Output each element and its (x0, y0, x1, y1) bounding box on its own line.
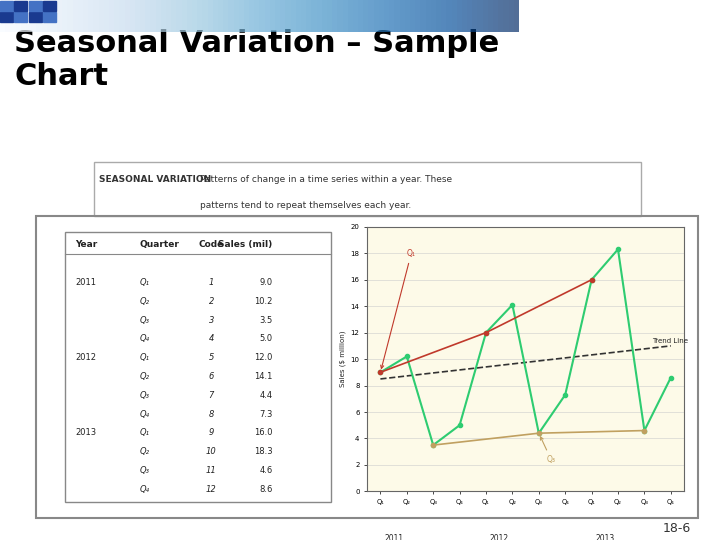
Text: 3.5: 3.5 (259, 315, 273, 325)
Text: Seasonal Variation – Sample
Chart: Seasonal Variation – Sample Chart (14, 29, 500, 91)
Text: 14.1: 14.1 (254, 372, 273, 381)
Bar (0, 1, 13, 11)
Bar (29, 12, 42, 22)
Text: 11: 11 (206, 466, 217, 475)
Bar (14, 1, 27, 11)
Bar (29, 1, 42, 11)
Text: 8.6: 8.6 (259, 485, 273, 494)
Text: 10.2: 10.2 (254, 297, 273, 306)
Text: 2011: 2011 (76, 278, 96, 287)
Text: 2012: 2012 (76, 353, 96, 362)
Bar (43, 1, 56, 11)
Text: patterns tend to repeat themselves each year.: patterns tend to repeat themselves each … (200, 201, 412, 210)
Text: Q₃: Q₃ (541, 437, 556, 464)
Text: 4.6: 4.6 (259, 466, 273, 475)
Text: 4.4: 4.4 (259, 391, 273, 400)
Bar (0, 12, 13, 22)
Text: 2: 2 (209, 297, 214, 306)
Text: Q₄: Q₄ (140, 485, 149, 494)
Text: 18-6: 18-6 (663, 522, 691, 535)
Text: 7.3: 7.3 (259, 409, 273, 418)
Text: 2013: 2013 (595, 534, 614, 540)
Text: 7: 7 (209, 391, 214, 400)
Text: 2011: 2011 (384, 534, 403, 540)
Text: Q₁: Q₁ (140, 278, 149, 287)
Text: 10: 10 (206, 447, 217, 456)
Text: 6: 6 (209, 372, 214, 381)
Text: 12: 12 (206, 485, 217, 494)
Text: Q₃: Q₃ (140, 315, 149, 325)
Text: Q₃: Q₃ (140, 391, 149, 400)
Text: 5: 5 (209, 353, 214, 362)
Text: Code: Code (199, 240, 224, 249)
Text: 2012: 2012 (490, 534, 509, 540)
Text: 9: 9 (209, 428, 214, 437)
Text: 3: 3 (209, 315, 214, 325)
Text: 18.3: 18.3 (254, 447, 273, 456)
Text: Q₂: Q₂ (140, 297, 149, 306)
Text: Quarter: Quarter (140, 240, 179, 249)
Y-axis label: Sales ($ million): Sales ($ million) (340, 331, 346, 387)
Text: 12.0: 12.0 (254, 353, 273, 362)
Text: Q₁: Q₁ (140, 353, 149, 362)
Text: 8: 8 (209, 409, 214, 418)
Text: 2013: 2013 (76, 428, 96, 437)
Text: 5.0: 5.0 (259, 334, 273, 343)
Text: Sales (mil): Sales (mil) (218, 240, 273, 249)
Text: 9.0: 9.0 (259, 278, 273, 287)
Text: Q₄: Q₄ (140, 409, 149, 418)
Text: Q₂: Q₂ (140, 372, 149, 381)
Text: 4: 4 (209, 334, 214, 343)
Text: Q₁: Q₁ (140, 428, 149, 437)
Text: Trend Line: Trend Line (652, 338, 688, 343)
Text: Year: Year (76, 240, 98, 249)
Text: LO18-1: LO18-1 (594, 26, 665, 45)
Bar (43, 12, 56, 22)
Bar (14, 12, 27, 22)
Text: 1: 1 (209, 278, 214, 287)
Text: SEASONAL VARIATION: SEASONAL VARIATION (99, 176, 212, 185)
Text: Q₂: Q₂ (140, 447, 149, 456)
Text: 16.0: 16.0 (254, 428, 273, 437)
Text: Q₃: Q₃ (140, 466, 149, 475)
Text: Q₄: Q₄ (140, 334, 149, 343)
Text: Patterns of change in a time series within a year. These: Patterns of change in a time series with… (200, 176, 452, 185)
Text: Q₁: Q₁ (381, 249, 415, 368)
